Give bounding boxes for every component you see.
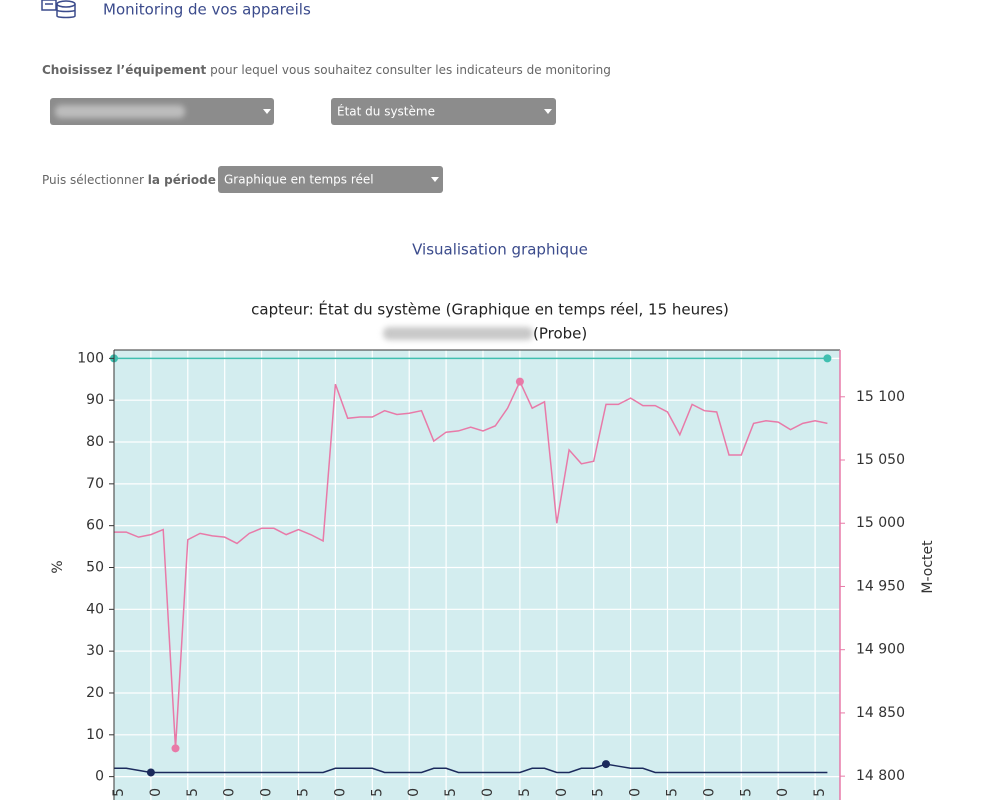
sensor-select-text: État du système xyxy=(337,104,435,119)
y2-tick-label: 15 100 xyxy=(856,389,905,405)
period-select[interactable]: Graphique en temps réel xyxy=(218,166,443,193)
period-label: Puis sélectionner la période xyxy=(42,173,216,187)
x-tick-label: 5 xyxy=(185,788,201,797)
section-title: Visualisation graphique xyxy=(412,241,588,259)
y-tick-label: 10 xyxy=(86,727,104,743)
x-tick-label: 5 xyxy=(517,788,533,797)
x-tick-label: 0 xyxy=(775,788,791,797)
plot-area xyxy=(114,350,840,800)
x-tick-label: 0 xyxy=(222,788,238,797)
page-title: Monitoring de vos appareils xyxy=(103,1,311,19)
x-tick-label: 5 xyxy=(111,788,127,797)
x-tick-label: 5 xyxy=(369,788,385,797)
x-tick-label: 0 xyxy=(406,788,422,797)
period-select-text: Graphique en temps réel xyxy=(224,173,374,187)
y2-tick-label: 14 900 xyxy=(856,642,905,658)
sensor-select[interactable]: État du système xyxy=(331,98,556,125)
y-tick-label: 40 xyxy=(86,601,104,617)
y-tick-label: 30 xyxy=(86,643,104,659)
extreme-marker xyxy=(602,760,610,769)
equipment-label-bold: Choisissez l’équipement xyxy=(42,63,207,77)
header-icon xyxy=(41,0,76,19)
series-line xyxy=(114,763,828,774)
chart-subtitle: (Probe) xyxy=(533,325,587,343)
x-tick-label: 0 xyxy=(554,788,570,797)
extreme-marker xyxy=(823,354,832,363)
y-tick-label: 100 xyxy=(77,350,104,366)
y2-axis-label: M-octet xyxy=(920,540,936,594)
x-tick-label: 0 xyxy=(480,788,496,797)
y-tick-label: 90 xyxy=(86,392,104,408)
y-tick-label: 60 xyxy=(86,518,104,534)
y-axis-label: % xyxy=(50,560,66,573)
equipment-label: Choisissez l’équipement pour lequel vous… xyxy=(42,63,611,77)
y2-tick-label: 15 050 xyxy=(856,452,905,468)
y-tick-label: 50 xyxy=(86,560,104,576)
y2-tick-label: 14 850 xyxy=(856,705,905,721)
x-tick-label: 0 xyxy=(332,788,348,797)
period-label-bold: la période xyxy=(148,173,216,187)
x-tick-label: 5 xyxy=(665,788,681,797)
x-tick-label: 0 xyxy=(148,788,164,797)
y2-tick-label: 15 000 xyxy=(856,515,905,531)
x-tick-label: 0 xyxy=(701,788,717,797)
x-tick-label: 5 xyxy=(443,788,459,797)
series-line xyxy=(114,379,828,749)
y-tick-label: 70 xyxy=(86,476,104,492)
x-tick-label: 5 xyxy=(296,788,312,797)
equipment-select[interactable] xyxy=(50,98,274,125)
blurred-device-name xyxy=(383,327,533,340)
extreme-marker xyxy=(146,768,155,777)
marks xyxy=(110,354,832,777)
chart-title: capteur: État du système (Graphique en t… xyxy=(251,300,729,319)
y-tick-label: 20 xyxy=(86,685,104,701)
extreme-marker xyxy=(171,744,180,753)
extreme-marker xyxy=(515,377,524,386)
x-tick-label: 0 xyxy=(628,788,644,797)
equipment-label-rest: pour lequel vous souhaitez consulter les… xyxy=(210,63,611,77)
x-tick-label: 5 xyxy=(812,788,828,797)
y2-tick-label: 14 800 xyxy=(856,768,905,784)
y-tick-label: 80 xyxy=(86,434,104,450)
x-tick-label: 5 xyxy=(738,788,754,797)
y-tick-label: 0 xyxy=(95,769,104,785)
x-tick-label: 0 xyxy=(259,788,275,797)
x-tick-label: 5 xyxy=(591,788,607,797)
period-label-text: Puis sélectionner xyxy=(42,173,144,187)
y2-tick-label: 14 950 xyxy=(856,578,905,594)
